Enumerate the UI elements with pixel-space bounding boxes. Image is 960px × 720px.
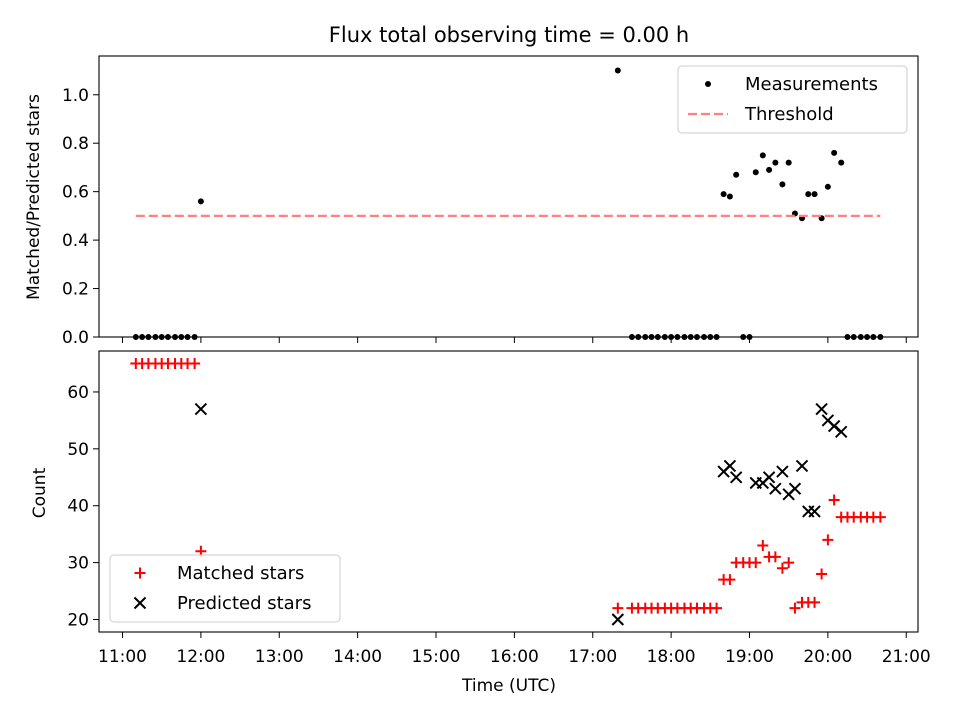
measurements-point <box>831 149 838 156</box>
predicted-stars-point <box>776 465 789 478</box>
y-tick-label: 0.6 <box>62 183 89 203</box>
x-tick-label: 15:00 <box>412 647 461 667</box>
y-tick-label: 20 <box>67 610 89 630</box>
x-tick-label: 19:00 <box>725 647 774 667</box>
legend-predicted-stars-handle <box>133 596 147 610</box>
predicted-stars-point <box>723 459 737 473</box>
predicted-stars-point <box>808 505 821 518</box>
measurements-point <box>824 183 831 190</box>
y-tick-label: 30 <box>67 554 89 574</box>
y-tick-label: 40 <box>67 497 89 517</box>
predicted-stars-point <box>194 402 208 416</box>
x-tick-label: 21:00 <box>882 647 931 667</box>
matched-stars-point <box>776 562 788 574</box>
predicted-stars-point <box>834 425 848 438</box>
measurements-point <box>766 166 773 173</box>
matched-stars-point <box>789 602 801 614</box>
matched-stars-point <box>612 602 624 614</box>
matched-stars-point <box>189 358 201 370</box>
legend <box>109 554 341 623</box>
legend-matched-stars-handle <box>134 567 146 579</box>
measurements-point <box>197 198 204 205</box>
measurements-point <box>726 193 733 200</box>
matched-stars-point <box>769 551 781 563</box>
x-tick-label: 17:00 <box>568 647 617 667</box>
predicted-stars-point <box>802 505 815 518</box>
matched-stars-point <box>822 534 834 546</box>
x-tick-label: 13:00 <box>255 647 304 667</box>
measurements-point <box>759 152 766 159</box>
legend-predicted-stars-label: Predicted stars <box>177 593 311 614</box>
bottom-y-axis-label: Count <box>30 467 50 518</box>
matched-stars-point <box>874 511 886 523</box>
legend-measurements-label: Measurements <box>745 74 878 95</box>
matched-stars-point <box>809 596 821 608</box>
measurements-point <box>720 191 727 198</box>
chart-title: Flux total observing time = 0.00 h <box>329 23 689 47</box>
predicted-stars-point <box>795 459 809 473</box>
y-tick-label: 60 <box>67 383 89 403</box>
x-tick-label: 20:00 <box>803 647 852 667</box>
measurements-point <box>752 169 759 176</box>
matched-stars-point <box>750 557 762 569</box>
matched-stars-point <box>724 574 736 586</box>
bottom-panel: 11:00 12:00 13:00 14:00 15:00 16:00 17:00 18:00… <box>67 350 931 667</box>
y-tick-label: 1.0 <box>62 86 89 106</box>
predicted-stars-point <box>729 471 743 484</box>
measurements-point <box>614 67 621 74</box>
legend-threshold-label: Threshold <box>744 104 834 125</box>
measurements-point <box>805 191 812 198</box>
x-tick-label: 12:00 <box>176 647 225 667</box>
matched-stars-point <box>711 602 723 614</box>
measurements-point <box>733 171 740 178</box>
y-tick-label: 0.4 <box>62 231 89 251</box>
matched-stars-point <box>828 494 840 506</box>
top-panel: 0.0 0.2 0.4 0.6 0.8 1.0 Measurements Threshold <box>62 55 919 348</box>
predicted-stars-point <box>611 613 625 626</box>
measurements-point <box>838 159 845 166</box>
x-tick-label: 16:00 <box>490 647 539 667</box>
matched-stars-point <box>816 568 828 580</box>
measurements-point <box>779 181 786 188</box>
y-tick-label: 50 <box>67 440 89 460</box>
y-tick-label: 0.2 <box>62 280 89 300</box>
matched-stars-point <box>783 557 795 569</box>
plot-frame <box>98 55 919 338</box>
measurements-point <box>811 191 818 198</box>
matched-stars-point <box>757 540 769 552</box>
y-tick-label: 0.0 <box>62 328 89 348</box>
top-y-axis-label: Matched/Predicted stars <box>24 94 44 300</box>
predicted-stars-point <box>788 482 802 495</box>
x-tick-label: 14:00 <box>333 647 382 667</box>
predicted-stars-point <box>769 482 782 495</box>
x-axis-label: Time (UTC) <box>461 676 556 696</box>
legend <box>677 65 908 134</box>
y-tick-label: 0.8 <box>62 134 89 154</box>
x-tick-label: 11:00 <box>98 647 147 667</box>
legend-measurements-handle <box>705 81 711 87</box>
plot-frame <box>98 350 919 633</box>
legend-matched-stars-label: Matched stars <box>177 563 304 584</box>
measurements-point <box>772 159 779 166</box>
predicted-stars-point <box>815 402 828 416</box>
measurements-point <box>785 159 792 166</box>
x-tick-label: 18:00 <box>647 647 696 667</box>
predicted-stars-point <box>762 471 776 484</box>
